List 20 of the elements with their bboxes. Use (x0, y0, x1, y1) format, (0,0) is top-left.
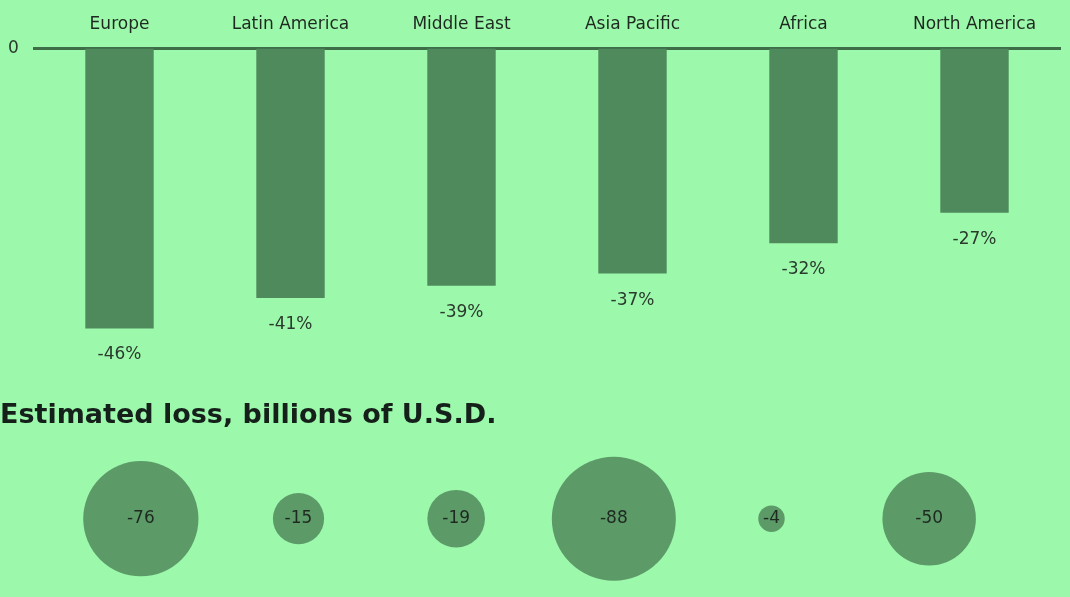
data-label: -4 (763, 507, 780, 528)
x-tick-label: North America (912, 12, 1037, 33)
data-label: -32% (781, 258, 826, 279)
data-label: -41% (268, 312, 313, 333)
x-tick-label: Europe (89, 12, 150, 33)
data-label: -37% (610, 288, 655, 309)
data-label: -19 (442, 507, 471, 528)
data-label: -27% (952, 227, 997, 248)
text: Estimated loss, billions of U.S.D. (0, 398, 497, 430)
text: 0 (8, 36, 19, 57)
x-tick-label: Africa (779, 12, 828, 33)
data-label: -15 (284, 507, 313, 528)
x-tick-label: Asia Pacific (584, 12, 681, 33)
data-label: -50 (915, 507, 944, 528)
data-label: -88 (599, 507, 628, 528)
data-label: -46% (97, 343, 142, 364)
data-label: -76 (126, 507, 155, 528)
x-tick-label: Latin America (231, 12, 350, 33)
data-label: -39% (439, 300, 484, 321)
x-tick-label: Middle East (412, 12, 511, 33)
